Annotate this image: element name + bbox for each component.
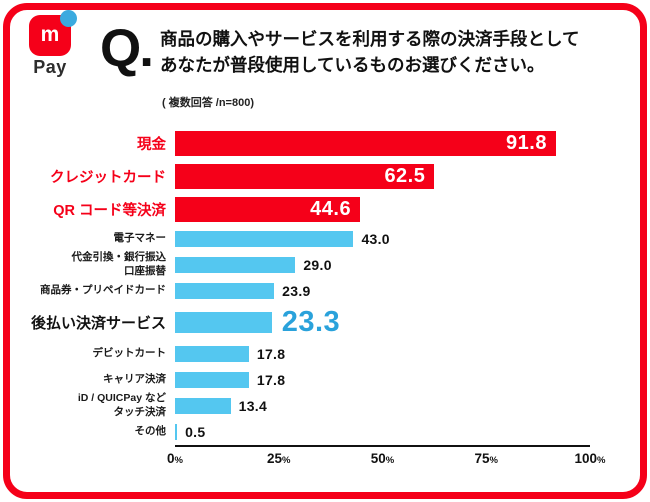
bar xyxy=(175,283,275,299)
bar-area: 62.5 xyxy=(175,164,590,189)
chart-row: iD / QUICPay など タッチ決済 13.4 xyxy=(30,392,590,419)
category-label: 後払い決済サービス xyxy=(30,315,166,332)
value-label: 44.6 xyxy=(310,198,352,220)
category-label: その他 xyxy=(134,425,167,438)
chart-row: その他 0.5 xyxy=(30,419,590,445)
chart-row: キャリア決済 17.8 xyxy=(30,367,590,393)
survey-question-title: 商品の購入やサービスを利用する際の決済手段として あなたが普段使用しているものお… xyxy=(160,26,579,78)
bar xyxy=(175,398,231,414)
merpay-logo-box: m xyxy=(29,10,77,56)
survey-question-line1: 商品の購入やサービスを利用する際の決済手段として xyxy=(160,29,580,49)
question-mark-label: Q. xyxy=(100,19,154,78)
chart-row: 代金引換・銀行振込 口座振替 29.0 xyxy=(30,251,590,278)
value-label: 23.9 xyxy=(282,283,311,299)
chart-rows: 現金 91.8 クレジットカード 62.5 QR コード等決済 44.6 電子マネー 43.0… xyxy=(30,127,590,445)
value-label: 13.4 xyxy=(238,398,268,414)
category-label: QR コード等決済 xyxy=(53,203,166,219)
chart-row: クレジットカード 62.5 xyxy=(30,160,590,193)
chart-row: QR コード等決済 44.6 xyxy=(30,193,590,226)
category-label: iD / QUICPay など タッチ決済 xyxy=(77,392,166,418)
category-label: 商品券・プリペイドカード xyxy=(40,284,166,297)
bar-area: 0.5 xyxy=(175,424,590,440)
value-label: 0.5 xyxy=(185,424,206,440)
chart-row: デビットカート 17.8 xyxy=(30,341,590,367)
value-label: 17.8 xyxy=(256,372,286,388)
category-label: クレジットカード xyxy=(50,170,166,186)
bar xyxy=(175,312,272,333)
merpay-logo: m Pay xyxy=(27,10,77,78)
category-label: キャリア決済 xyxy=(103,373,166,386)
value-label: 62.5 xyxy=(384,165,426,187)
value-label: 23.3 xyxy=(281,306,341,338)
bar-area: 23.3 xyxy=(175,306,590,339)
bar-area: 23.9 xyxy=(175,283,590,299)
bar xyxy=(175,372,249,388)
bar-area: 29.0 xyxy=(175,257,590,273)
axis-tick-label: 75% xyxy=(474,451,498,466)
axis-tick-label: 0% xyxy=(167,451,183,466)
chart-row: 後払い決済サービス 23.3 xyxy=(30,304,590,341)
category-label: 代金引換・銀行振込 口座振替 xyxy=(71,251,167,277)
bar-area: 43.0 xyxy=(175,231,590,247)
category-label: 現金 xyxy=(137,137,166,153)
category-label: デビットカート xyxy=(92,347,167,360)
bar-chart: 現金 91.8 クレジットカード 62.5 QR コード等決済 44.6 電子マネー 43.0… xyxy=(30,127,605,473)
merpay-logo-m: m xyxy=(40,23,60,46)
bar xyxy=(175,346,249,362)
value-label: 17.8 xyxy=(256,346,286,362)
bar: 44.6 xyxy=(175,197,361,222)
chart-row: 電子マネー 43.0 xyxy=(30,226,590,252)
bar xyxy=(175,424,178,440)
value-label: 29.0 xyxy=(303,257,332,273)
bar xyxy=(175,257,296,273)
bar-area: 44.6 xyxy=(175,197,590,222)
x-axis: 0% 25% 50% 75% 100% xyxy=(167,445,605,473)
bar-area: 91.8 xyxy=(175,131,590,156)
value-label: 43.0 xyxy=(361,231,390,247)
category-label: 電子マネー xyxy=(113,232,167,245)
bar-area: 13.4 xyxy=(175,398,590,414)
chart-row: 現金 91.8 xyxy=(30,127,590,160)
chart-row: 商品券・プリペイドカード 23.9 xyxy=(30,278,590,304)
value-label: 91.8 xyxy=(506,132,547,154)
survey-sample-note: ( 複数回答 /n=800) xyxy=(162,97,254,109)
merpay-logo-pay-label: Pay xyxy=(33,57,67,77)
axis-tick-label: 50% xyxy=(370,451,395,466)
bar: 91.8 xyxy=(175,131,556,156)
merpay-logo-dot-icon xyxy=(60,10,77,27)
survey-question-line2: あなたが普段使用しているものお選びください。 xyxy=(160,55,545,75)
axis-tick-label: 100% xyxy=(574,451,606,466)
bar-area: 17.8 xyxy=(175,372,590,388)
bar: 62.5 xyxy=(175,164,435,189)
axis-tick-label: 25% xyxy=(267,451,291,466)
bar-area: 17.8 xyxy=(175,346,590,362)
bar xyxy=(175,231,354,247)
